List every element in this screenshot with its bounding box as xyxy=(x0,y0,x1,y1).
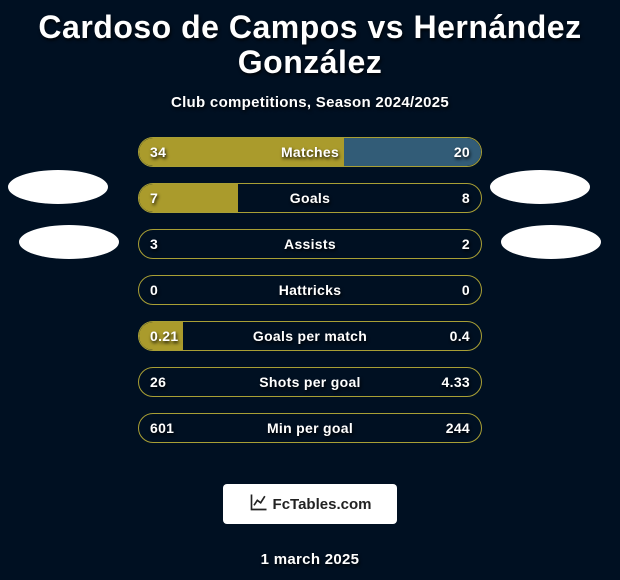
chart-icon xyxy=(249,492,269,516)
stat-row: Goals 7 8 xyxy=(138,183,482,213)
stat-value-p2: 244 xyxy=(446,420,470,436)
stat-row: Hattricks 0 0 xyxy=(138,275,482,305)
stat-row: Shots per goal 26 4.33 xyxy=(138,367,482,397)
stat-value-p2: 2 xyxy=(462,236,470,252)
stat-value-p2: 4.33 xyxy=(442,374,470,390)
subtitle: Club competitions, Season 2024/2025 xyxy=(0,94,620,111)
stat-value-p1: 3 xyxy=(150,236,158,252)
player1-badge-row1 xyxy=(8,170,108,204)
stat-value-p1: 34 xyxy=(150,144,166,160)
site-name: FcTables.com xyxy=(273,496,372,513)
stat-values: 601 244 xyxy=(138,413,482,443)
stat-value-p1: 26 xyxy=(150,374,166,390)
stat-value-p1: 0.21 xyxy=(150,328,178,344)
site-badge[interactable]: FcTables.com xyxy=(223,484,397,524)
stat-value-p1: 601 xyxy=(150,420,174,436)
stat-values: 7 8 xyxy=(138,183,482,213)
player2-badge-row2 xyxy=(501,225,601,259)
stat-values: 0 0 xyxy=(138,275,482,305)
stat-row: Matches 34 20 xyxy=(138,137,482,167)
date-label: 1 march 2025 xyxy=(0,551,620,568)
player2-badge-row1 xyxy=(490,170,590,204)
player1-badge-row2 xyxy=(19,225,119,259)
stat-value-p1: 0 xyxy=(150,282,158,298)
stat-row: Goals per match 0.21 0.4 xyxy=(138,321,482,351)
stat-value-p2: 8 xyxy=(462,190,470,206)
stat-row: Assists 3 2 xyxy=(138,229,482,259)
stat-value-p2: 20 xyxy=(454,144,470,160)
stat-value-p1: 7 xyxy=(150,190,158,206)
stat-values: 0.21 0.4 xyxy=(138,321,482,351)
stat-values: 26 4.33 xyxy=(138,367,482,397)
stat-value-p2: 0.4 xyxy=(450,328,470,344)
stat-values: 34 20 xyxy=(138,137,482,167)
stat-values: 3 2 xyxy=(138,229,482,259)
stat-value-p2: 0 xyxy=(462,282,470,298)
page-title: Cardoso de Campos vs Hernández González xyxy=(0,0,620,84)
stat-row: Min per goal 601 244 xyxy=(138,413,482,443)
